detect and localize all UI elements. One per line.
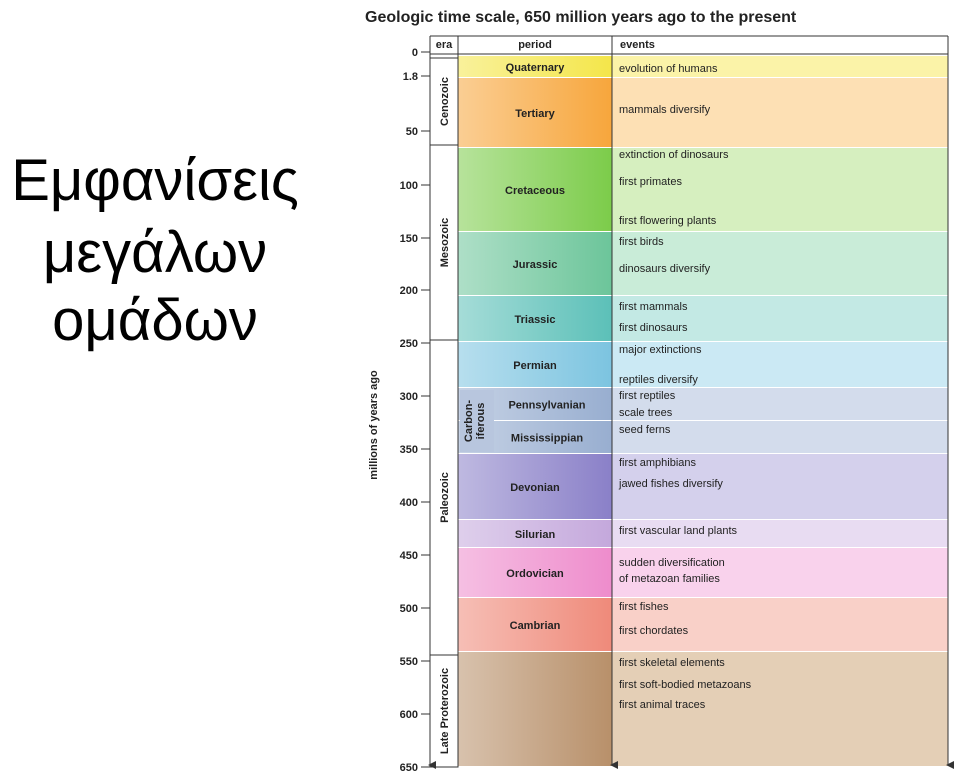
band-shade: [458, 454, 612, 520]
axis-label: millions of years ago: [368, 370, 380, 480]
header: events: [620, 39, 655, 51]
band-shade: [458, 232, 612, 296]
period-label: Ordovician: [506, 568, 564, 580]
tick-label: 150: [400, 233, 418, 245]
event: major extinctions: [619, 344, 702, 356]
event: first vascular land plants: [619, 525, 737, 537]
period-label: Cretaceous: [505, 185, 565, 197]
band-shade: [458, 148, 612, 232]
period-label: Quaternary: [506, 62, 566, 74]
event: seed ferns: [619, 424, 671, 436]
event-band: [612, 548, 948, 598]
band-shade: [458, 598, 612, 652]
carbon-box: [460, 390, 494, 452]
event: extinction of dinosaurs: [619, 149, 729, 161]
event: first fishes: [619, 601, 669, 613]
carboniferous-label: iferous: [475, 403, 487, 440]
band-shade: [458, 296, 612, 342]
event: first birds: [619, 236, 664, 248]
event-band: [612, 296, 948, 342]
event: first mammals: [619, 301, 688, 313]
event: scale trees: [619, 407, 673, 419]
era-label: Late Proterozoic: [439, 668, 451, 754]
event: first amphibians: [619, 457, 697, 469]
tick-label: 200: [400, 285, 418, 297]
tick-label: 650: [400, 762, 418, 774]
era-band: [429, 654, 459, 768]
figure-title: Geologic time scale, 650 million years a…: [365, 9, 797, 26]
event: first primates: [619, 176, 682, 188]
band-shade: [458, 56, 612, 78]
period-label: Cambrian: [510, 620, 561, 632]
event: reptiles diversify: [619, 374, 698, 386]
period-label: Jurassic: [513, 259, 558, 271]
carboniferous-label: Carbon-: [463, 400, 475, 443]
slide-title: ομάδων: [52, 288, 258, 353]
slide-title: μεγάλων: [43, 220, 267, 285]
tick-label: 600: [400, 709, 418, 721]
period-label: Silurian: [515, 529, 556, 541]
event: first skeletal elements: [619, 657, 725, 669]
event: sudden diversification: [619, 557, 725, 569]
tick-label: 550: [400, 656, 418, 668]
event: mammals diversify: [619, 104, 711, 116]
event-band: [612, 652, 948, 767]
tick-label: 500: [400, 603, 418, 615]
event-band: [612, 342, 948, 388]
event: jawed fishes diversify: [618, 478, 723, 490]
band-shade: [458, 548, 612, 598]
band-shade: [458, 342, 612, 388]
event-band: [612, 421, 948, 454]
tick-label: 250: [400, 338, 418, 350]
period-label: Devonian: [510, 482, 560, 494]
bands: Quaternary Tertiary Cretaceous Jurassic Tria…: [429, 56, 948, 768]
tick-label: 300: [400, 391, 418, 403]
era-label: Mesozoic: [439, 218, 451, 268]
event: first animal traces: [619, 699, 706, 711]
event: first flowering plants: [619, 215, 717, 227]
tick-label: 50: [406, 126, 418, 138]
event: first reptiles: [619, 390, 676, 402]
event-band: [612, 56, 948, 78]
tick-label: 450: [400, 550, 418, 562]
period-label: Pennsylvanian: [508, 400, 585, 412]
band-shade: [458, 652, 612, 767]
tick-label: 100: [400, 180, 418, 192]
event: evolution of humans: [619, 63, 718, 75]
slide-title: Εμφανίσεις: [11, 148, 299, 213]
band-shade: [458, 78, 612, 148]
event: of metazoan families: [619, 573, 720, 585]
tick-label: 0: [412, 47, 418, 59]
era-label: Paleozoic: [439, 472, 451, 523]
era-label: Cenozoic: [439, 77, 451, 126]
header: period: [518, 39, 552, 51]
era-band: [429, 57, 459, 146]
period-label: Mississippian: [511, 433, 583, 445]
band-shade: [458, 520, 612, 548]
event-band: [612, 388, 948, 421]
event: first dinosaurs: [619, 322, 688, 334]
period-label: Triassic: [515, 314, 556, 326]
header: era: [436, 39, 453, 51]
event-band: [612, 598, 948, 652]
event-band: [612, 232, 948, 296]
event: first soft-bodied metazoans: [619, 679, 752, 691]
tick-label: 400: [400, 497, 418, 509]
tick-label: 350: [400, 444, 418, 456]
event: first chordates: [619, 625, 689, 637]
event-band: [612, 78, 948, 148]
event-band: [612, 520, 948, 548]
event: dinosaurs diversify: [619, 263, 711, 275]
period-label: Permian: [513, 360, 557, 372]
tick-label: 1.8: [403, 71, 418, 83]
event-band: [612, 148, 948, 232]
period-label: Tertiary: [515, 108, 555, 120]
event-band: [612, 454, 948, 520]
